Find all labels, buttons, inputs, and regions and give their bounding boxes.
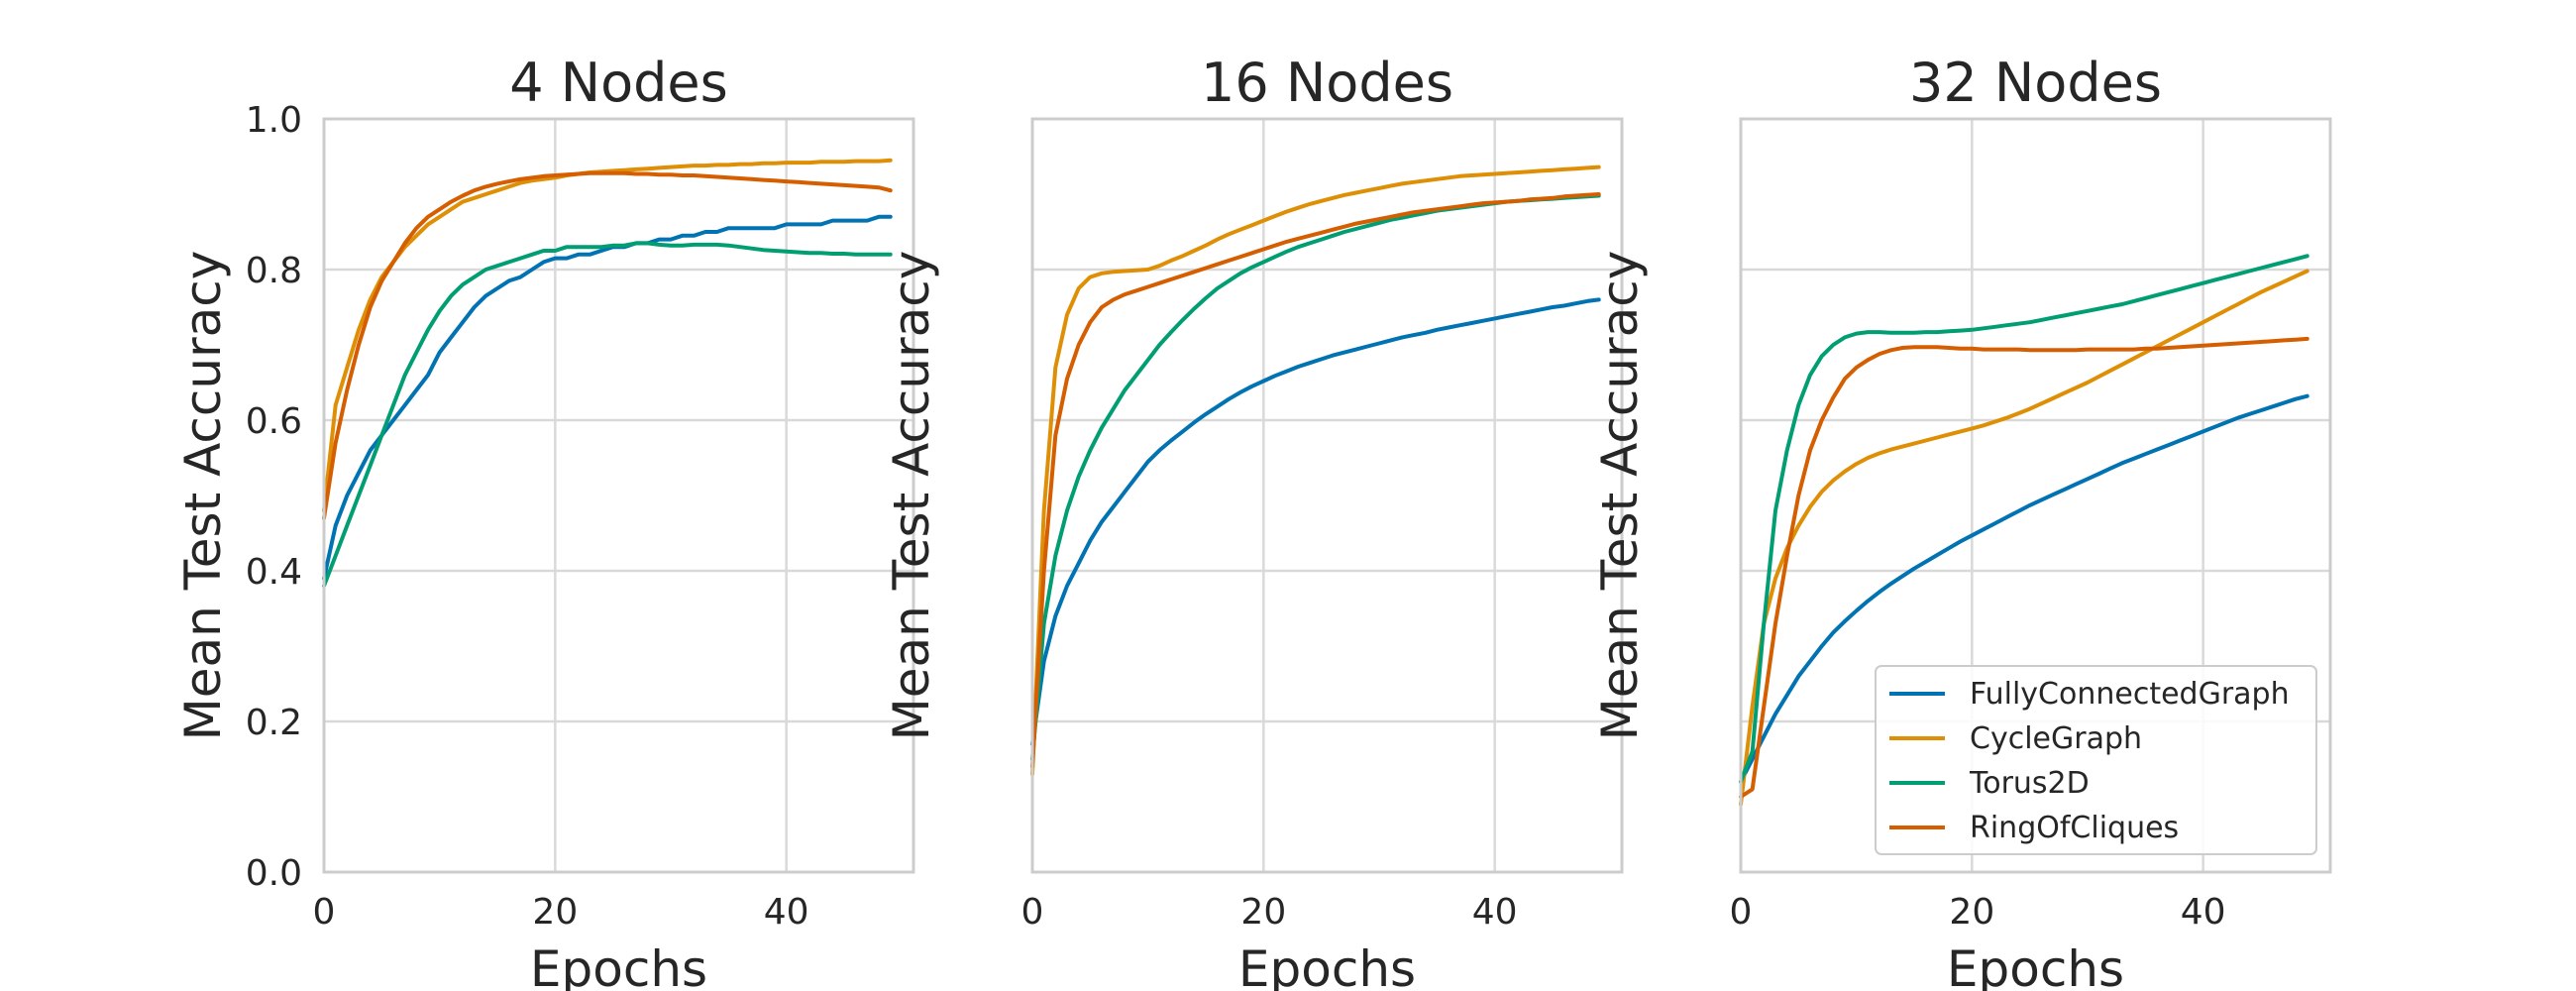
y-tick-label: 0.4 <box>246 552 302 593</box>
legend-label: Torus2D <box>1969 766 2090 801</box>
x-axis-label: Epochs <box>1238 940 1416 991</box>
x-tick-label: 40 <box>2181 892 2226 933</box>
y-tick-label: 0.6 <box>246 401 302 442</box>
axes-frame <box>322 117 915 874</box>
panels: 0 20 40 0.0 0.2 0.4 0.6 0.8 1.0 4 Nodes Epochs Mean… <box>174 52 2332 991</box>
x-tick-label: 20 <box>1949 892 1994 933</box>
series-line-RingOfCliques <box>1739 336 2309 799</box>
legend-label: CycleGraph <box>1970 721 2142 756</box>
chart-panel-0: 0 20 40 0.0 0.2 0.4 0.6 0.8 1.0 4 Nodes Epochs Mean… <box>174 52 915 991</box>
axes-frame <box>1030 117 1624 874</box>
series-line-FullyConnectedGraph <box>1739 393 2309 784</box>
x-axis-label: Epochs <box>1947 940 2124 991</box>
x-tick-label: 0 <box>1021 892 1044 933</box>
series-line-Torus2D <box>322 241 893 589</box>
y-tick-label: 0.0 <box>246 853 302 894</box>
x-tick-label: 0 <box>1730 892 1753 933</box>
legend-label: FullyConnectedGraph <box>1970 677 2290 712</box>
panel-title: 4 Nodes <box>509 52 728 114</box>
y-tick-label: 0.8 <box>246 251 302 291</box>
legend-label: RingOfCliques <box>1970 811 2179 845</box>
x-tick-label: 20 <box>532 892 578 933</box>
y-tick-label: 1.0 <box>246 100 302 141</box>
series-line-CycleGraph <box>1030 165 1601 777</box>
y-axis-label: Mean Test Accuracy <box>1591 251 1649 741</box>
x-tick-label: 0 <box>313 892 336 933</box>
x-tick-label: 40 <box>764 892 809 933</box>
legend: FullyConnectedGraph CycleGraph Torus2D Ring… <box>1875 665 2317 855</box>
x-axis-label: Epochs <box>530 940 707 991</box>
series-line-Torus2D <box>1030 193 1601 761</box>
panel-title: 32 Nodes <box>1909 52 2162 114</box>
panel-title: 16 Nodes <box>1201 52 1453 114</box>
series-line-CycleGraph <box>1739 269 2309 807</box>
chart-panel-1: 0 20 40 16 Nodes Epochs Mean Test Accuracy <box>883 52 1624 991</box>
x-tick-label: 20 <box>1240 892 1286 933</box>
axes-frame <box>1739 117 2332 874</box>
series-line-FullyConnectedGraph <box>322 214 893 581</box>
y-axis-label: Mean Test Accuracy <box>174 251 232 741</box>
series-line-CycleGraph <box>322 158 893 513</box>
y-axis-label: Mean Test Accuracy <box>883 251 940 741</box>
y-tick-label: 0.2 <box>246 703 302 743</box>
series-line-FullyConnectedGraph <box>1030 297 1601 746</box>
series-line-Torus2D <box>1739 254 2309 784</box>
x-tick-label: 40 <box>1472 892 1518 933</box>
series-line-RingOfCliques <box>322 170 893 520</box>
legend-box <box>1875 665 2317 855</box>
series-line-RingOfCliques <box>1030 192 1601 769</box>
chart-panel-2: 0 20 40 32 Nodes Epochs Mean Test Accuracy Ful… <box>1591 52 2332 991</box>
